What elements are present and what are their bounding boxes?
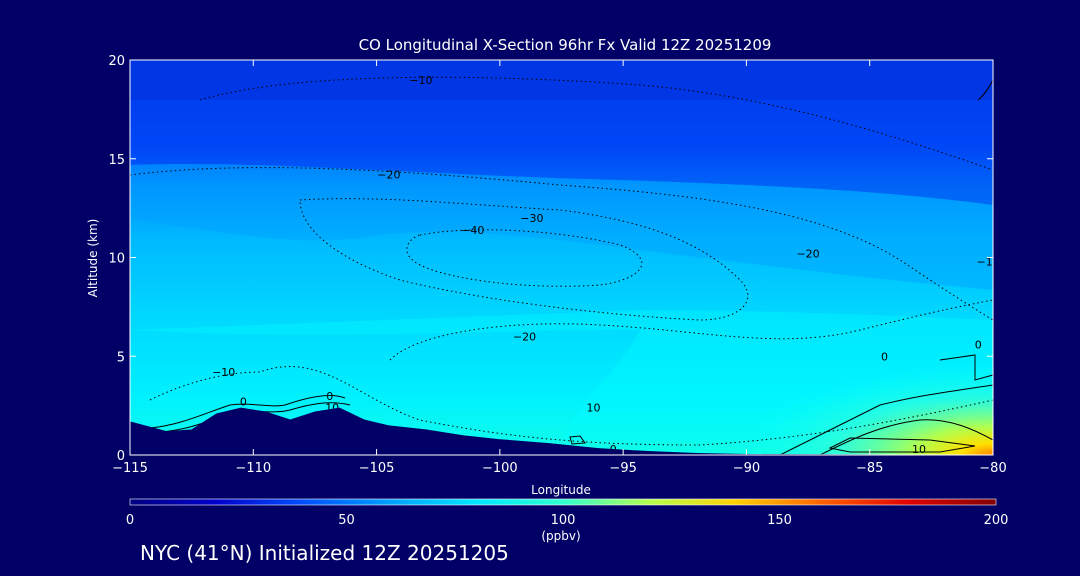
y-tick-label: 0: [117, 449, 125, 464]
x-axis-ticks: −115 −110 −105 −100 −95 −90 −85 −80: [112, 60, 1007, 476]
contour-label: 0: [326, 390, 333, 403]
contour-label: 0: [240, 396, 247, 409]
contour-dotted-neg10: [149, 366, 993, 446]
contour-dotted-neg20-lower: [389, 299, 993, 361]
x-tick-label: −100: [482, 461, 518, 476]
colorbar-tick-label: 200: [984, 513, 1009, 528]
contour-label: −40: [461, 224, 484, 237]
y-tick-label: 20: [108, 54, 125, 69]
x-tick-label: −95: [609, 461, 636, 476]
x-axis-label: Longitude: [531, 483, 591, 497]
contour-dotted-neg40: [406, 229, 643, 287]
contour-solid-small-loop: [569, 435, 586, 445]
x-tick-label: −90: [733, 461, 760, 476]
colorbar-tick-label: 100: [551, 513, 576, 528]
x-tick-label: −80: [979, 461, 1006, 476]
plot-area: −10−20−30−40−20−10−20−1000101000010: [130, 60, 999, 456]
contour-label: −20: [513, 331, 536, 344]
terrain-mask: [130, 407, 993, 455]
x-tick-label: −85: [856, 461, 883, 476]
x-tick-label: −105: [359, 461, 395, 476]
colorbar-tick-label: 150: [767, 513, 792, 528]
contour-solid-10-east: [819, 419, 993, 455]
co-surface-hotspot: [730, 360, 993, 455]
contour-solid-0-east: [779, 384, 993, 455]
contour-solid-right-edge: [939, 354, 993, 381]
colorbar: [129, 498, 997, 506]
x-tick-label: −115: [112, 461, 148, 476]
contour-label: −10: [409, 74, 432, 87]
contour-dotted-neg20: [130, 167, 993, 321]
contour-solid-0-west: [149, 395, 346, 429]
y-tick-label: 15: [108, 153, 125, 168]
contour-label: −20: [377, 169, 400, 182]
contour-solid-box: [828, 437, 976, 453]
y-axis-ticks: 0 5 10 15 20: [108, 54, 993, 464]
init-caption: NYC (41°N) Initialized 12Z 20251205: [140, 541, 509, 565]
contour-solid-top-right: [977, 79, 993, 101]
contour-label: −10: [212, 366, 235, 379]
co-high-band: [130, 60, 993, 205]
contour-lines: [130, 76, 993, 455]
contour-label: 0: [975, 338, 982, 351]
y-tick-label: 10: [108, 252, 125, 267]
colorbar-ticks: 0 50 100 150 200: [126, 513, 1009, 528]
contour-label: −20: [796, 248, 819, 261]
contour-label: 10: [912, 443, 926, 456]
chart-title: CO Longitudinal X-Section 96hr Fx Valid …: [359, 36, 772, 54]
contour-labels: −10−20−30−40−20−10−20−1000101000010: [212, 74, 999, 456]
contour-dotted-neg30: [299, 198, 749, 321]
contour-label: 0: [881, 350, 888, 363]
colorbar-tick-label: 50: [338, 513, 355, 528]
contour-dotted-upper: [199, 76, 993, 171]
contour-label: −30: [520, 212, 543, 225]
co-mid-band: [130, 163, 993, 290]
contour-label: −10: [976, 255, 999, 268]
y-tick-label: 5: [117, 350, 125, 365]
colorbar-label: (ppbv): [541, 529, 580, 543]
contour-label: 10: [587, 402, 601, 415]
colorbar-tick-label: 0: [126, 513, 134, 528]
x-tick-label: −110: [235, 461, 271, 476]
y-axis-label: Altitude (km): [86, 219, 100, 298]
